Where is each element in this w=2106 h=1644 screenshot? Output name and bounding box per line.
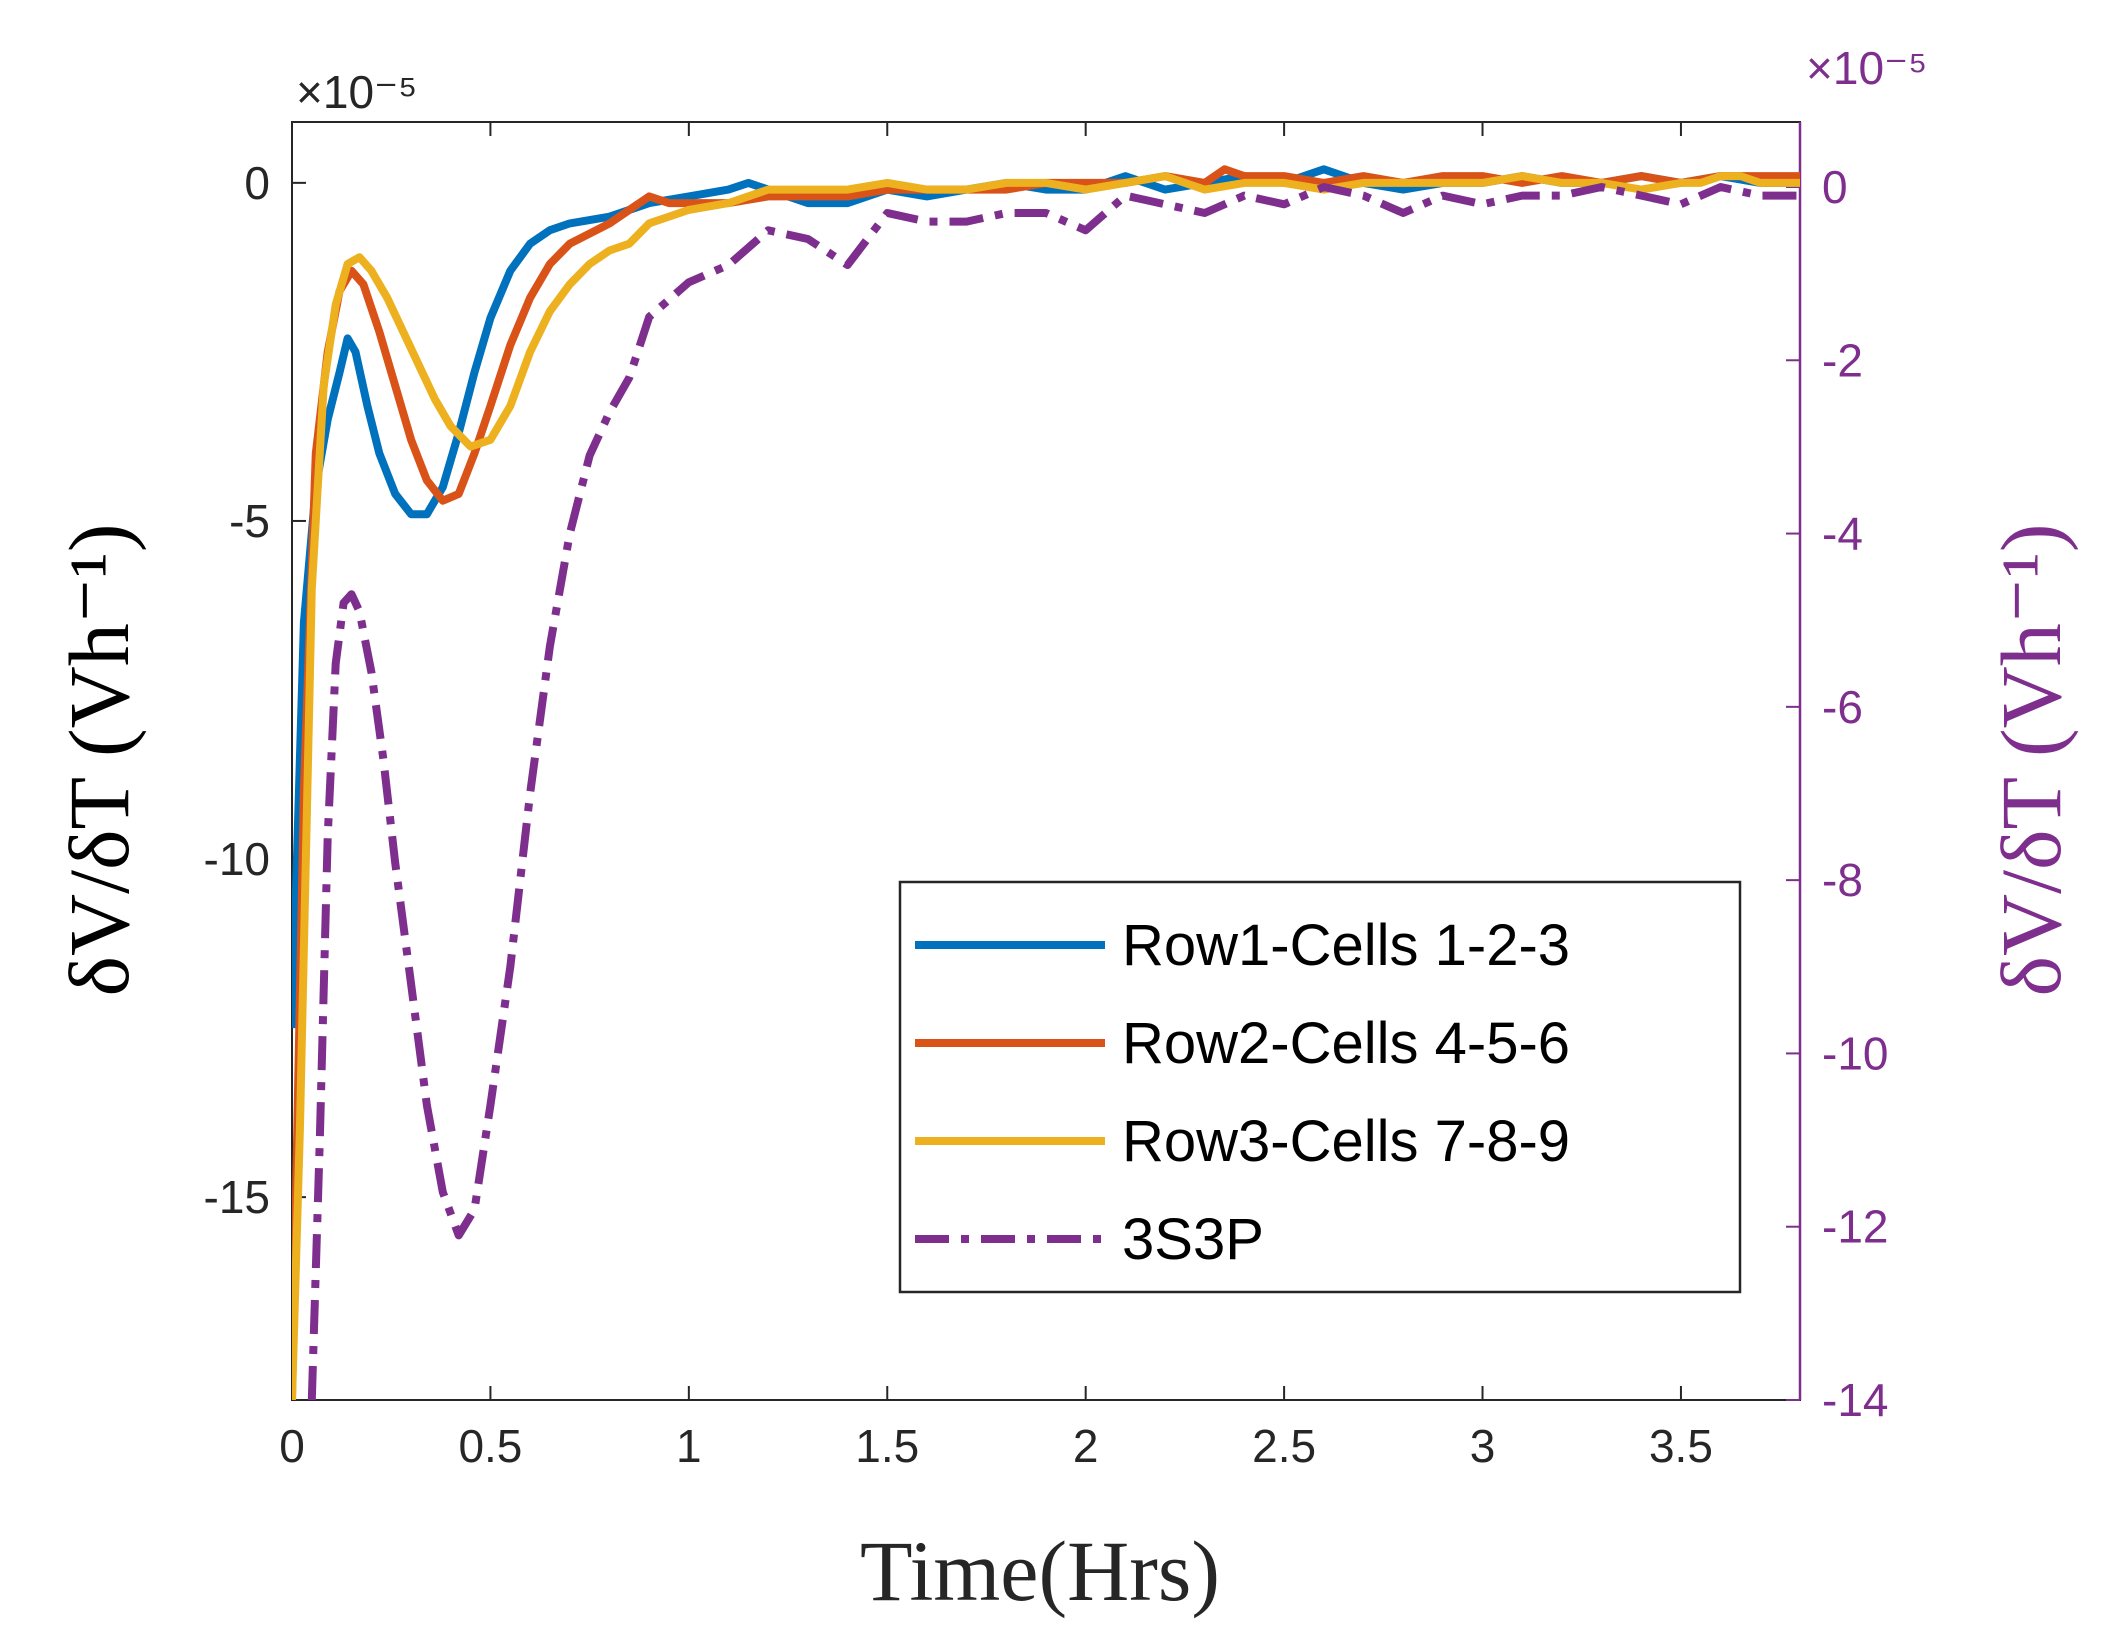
legend-label-3s3p: 3S3P [1122,1207,1264,1272]
x-tick-label: 0 [279,1420,305,1472]
legend-label-row2-cells-4-5-6: Row2-Cells 4-5-6 [1122,1011,1570,1076]
series-line-row2-cells-4-5-6 [292,165,1800,1400]
left-axis-exponent: ×10⁻⁵ [296,66,417,118]
right-y-tick-label: -6 [1822,681,1863,733]
x-tick-label: 1 [676,1420,702,1472]
legend-label-row3-cells-7-8-9: Row3-Cells 7-8-9 [1122,1109,1570,1174]
left-y-tick-label: -5 [229,495,270,547]
left-y-tick-label: 0 [244,157,270,209]
x-tick-label: 0.5 [458,1420,522,1472]
x-tick-label: 2.5 [1252,1420,1316,1472]
left-y-tick-label: -10 [204,833,270,885]
left-y-axis-label: δV/δT (Vh⁻¹) [51,523,147,996]
ticks-layer: 0 0.5 1 1.5 2 2.5 3 3.5 0 -5 -10 -15 0 -2 -4 -6 -8 -10 -12… [204,122,1888,1472]
legend-label-row1-cells-1-2-3: Row1-Cells 1-2-3 [1122,913,1570,978]
legend: Row1-Cells 1-2-3 Row2-Cells 4-5-6 Row3-Cel… [898,880,1742,1294]
right-y-tick-label: -12 [1822,1201,1888,1253]
right-y-tick-label: -2 [1822,334,1863,386]
x-tick-label: 2 [1073,1420,1099,1472]
legend-items: Row1-Cells 1-2-3 Row2-Cells 4-5-6 Row3-Cel… [915,913,1570,1272]
x-axis-label: Time(Hrs) [860,1523,1220,1619]
x-tick-label: 3 [1470,1420,1496,1472]
right-y-tick-label: -10 [1822,1027,1888,1079]
legend-box [898,880,1742,1294]
x-tick-label: 3.5 [1649,1420,1713,1472]
right-y-axis-label: δV/δT (Vh⁻¹) [1983,523,2079,996]
series-layer [292,165,1800,1400]
right-axis-exponent: ×10⁻⁵ [1806,42,1927,94]
right-y-tick-label: -4 [1822,508,1863,560]
right-y-tick-label: 0 [1822,161,1848,213]
right-y-tick-label: -14 [1822,1374,1888,1426]
series-line-row3-cells-7-8-9 [292,172,1800,1400]
series-line-3s3p [307,183,1800,1400]
x-tick-label: 1.5 [855,1420,919,1472]
left-y-tick-label: -15 [204,1171,270,1223]
right-y-tick-label: -8 [1822,854,1863,906]
